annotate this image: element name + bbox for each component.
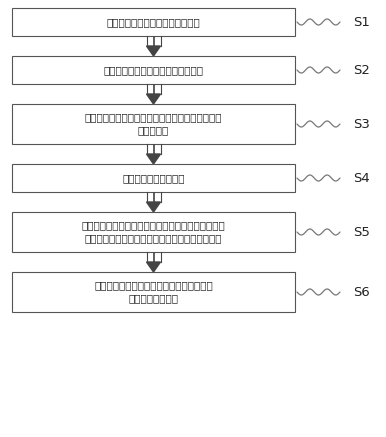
- Text: 对基站的平台配置信息以及平台上通信模块安装点
位信息提取: 对基站的平台配置信息以及平台上通信模块安装点 位信息提取: [85, 113, 222, 135]
- Text: 挂载点位汇总配置存储: 挂载点位汇总配置存储: [122, 173, 185, 183]
- Bar: [12, 104, 295, 144]
- Polygon shape: [147, 94, 161, 104]
- Bar: [12, 8, 295, 36]
- Bar: [12, 164, 295, 192]
- Text: S3: S3: [353, 118, 370, 131]
- Text: S2: S2: [353, 63, 370, 76]
- Text: S4: S4: [353, 171, 370, 184]
- Bar: [12, 212, 295, 252]
- Text: S5: S5: [353, 225, 370, 239]
- Bar: [12, 272, 295, 312]
- Bar: [12, 56, 295, 84]
- Text: S1: S1: [353, 15, 370, 28]
- Polygon shape: [147, 46, 161, 56]
- Text: 根据标准图集对基站进行分类建模: 根据标准图集对基站进行分类建模: [107, 17, 200, 27]
- Polygon shape: [147, 154, 161, 164]
- Text: 实时预览预定义可挂载通信模块点位信息并根据提取
的安装坐标及角度信息将通信模块挂载在指定位置: 实时预览预定义可挂载通信模块点位信息并根据提取 的安装坐标及角度信息将通信模块挂…: [81, 221, 225, 243]
- Text: 将建模后的模型转化为三角网格数据: 将建模后的模型转化为三角网格数据: [103, 65, 203, 75]
- Polygon shape: [147, 262, 161, 272]
- Text: S6: S6: [353, 285, 370, 298]
- Text: 对所选基站根据限定条件动态扩容指定类型
平台挂载通信模块: 对所选基站根据限定条件动态扩容指定类型 平台挂载通信模块: [94, 281, 213, 303]
- Polygon shape: [147, 202, 161, 212]
